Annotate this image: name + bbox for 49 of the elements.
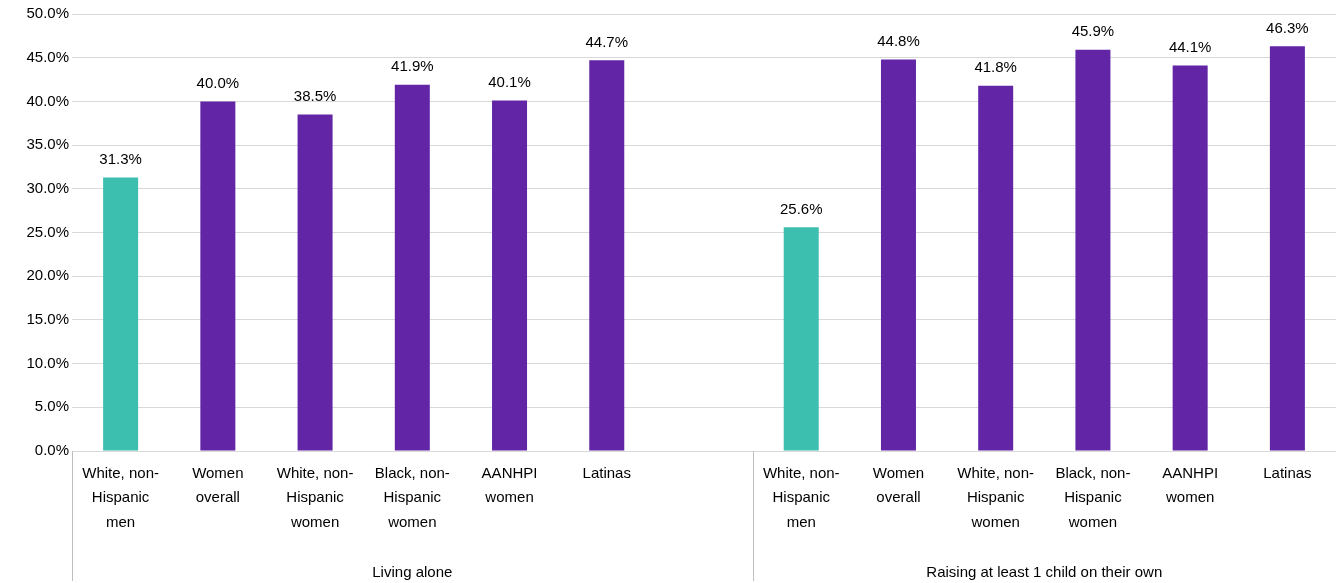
x-tick-label: Women overall (872, 463, 925, 506)
data-label: 31.3% (99, 150, 142, 168)
y-tick-label: 5.0% (34, 397, 69, 415)
data-label: 44.8% (877, 32, 920, 50)
data-label: 25.6% (779, 199, 823, 217)
y-tick-label: 35.0% (26, 135, 69, 153)
x-tick-label: Black, non-Hispanic women (1055, 463, 1131, 531)
data-label: 44.7% (585, 32, 629, 50)
text: Raising at least 1 child on their own (926, 563, 1163, 580)
bar (1172, 65, 1208, 451)
y-tick-label: 10.0% (26, 353, 69, 371)
x-tick-label: White, non-Hispanic women (276, 463, 354, 531)
x-tick-label: White, non-Hispanic men (82, 463, 159, 531)
x-tick-label: AANHPI women (481, 463, 538, 506)
bar (1269, 46, 1305, 451)
bar (880, 59, 916, 451)
x-tick-label: Women overall (192, 463, 244, 506)
bar (589, 60, 625, 451)
y-tick-label: 40.0% (26, 91, 69, 109)
bar (297, 114, 333, 451)
data-label: 41.8% (974, 58, 1017, 76)
data-label: 41.9% (391, 57, 434, 75)
y-tick-label: 30.0% (26, 178, 69, 196)
x-tick-label: White, non-Hispanic women (957, 463, 1035, 531)
x-tick-label: AANHPI women (1162, 463, 1219, 506)
y-tick-label: 20.0% (26, 266, 69, 284)
x-tick-label: Latinas (582, 463, 631, 481)
bar (200, 101, 236, 451)
x-tick-label: White, non-Hispanic men (762, 463, 840, 531)
bar (1075, 49, 1111, 451)
data-label: 38.5% (293, 87, 337, 105)
bar (978, 85, 1014, 451)
bar (492, 100, 528, 451)
y-tick-label: 50.0% (26, 4, 69, 22)
data-label: 40.0% (196, 74, 240, 92)
data-label: 46.3% (1266, 18, 1309, 36)
bar (394, 84, 430, 451)
y-tick-label: 45.0% (26, 47, 69, 65)
data-label: 44.1% (1168, 38, 1212, 56)
y-tick-label: 0.0% (34, 441, 69, 459)
x-tick-label: Latinas (1263, 463, 1312, 481)
y-tick-label: 25.0% (26, 222, 69, 240)
data-label: 45.9% (1071, 22, 1115, 40)
text: Living alone (372, 563, 453, 580)
y-tick-label: 15.0% (26, 310, 69, 328)
data-label: 40.1% (488, 73, 531, 91)
bar (103, 177, 139, 451)
bar (783, 227, 819, 451)
x-tick-label: Black, non-Hispanic women (374, 463, 450, 531)
